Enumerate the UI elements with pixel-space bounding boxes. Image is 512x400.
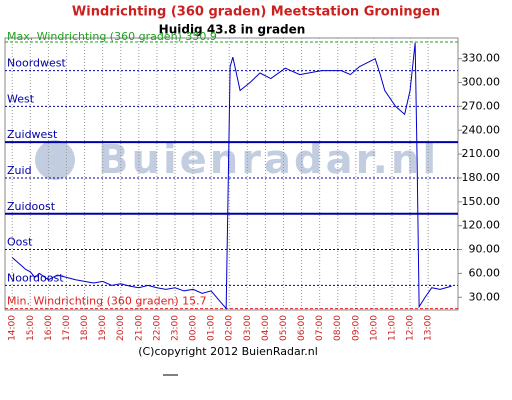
max-label: Max. Windrichting (360 graden) 350.9 — [7, 30, 217, 43]
x-tick-label: 21:00 — [134, 315, 144, 341]
y-tick-label: 270.00 — [462, 99, 501, 112]
y-tick-label: 90.00 — [469, 243, 501, 256]
x-tick-label: 09:00 — [351, 315, 361, 341]
y-tick-label: 330.00 — [462, 52, 501, 65]
x-tick-label: 22:00 — [152, 315, 162, 341]
y-tick-label: 30.00 — [469, 290, 501, 303]
direction-label: Oost — [7, 236, 33, 249]
direction-label: Zuidwest — [7, 128, 58, 141]
x-tick-label: 01:00 — [207, 315, 217, 341]
direction-label: Zuidoost — [7, 200, 56, 213]
x-tick-label: 11:00 — [387, 315, 397, 341]
y-tick-label: 180.00 — [462, 171, 501, 184]
x-tick-label: 23:00 — [170, 315, 180, 341]
direction-label: West — [7, 92, 35, 105]
x-tick-label: 06:00 — [297, 315, 307, 341]
direction-label: Zuid — [7, 164, 32, 177]
x-tick-label: 00:00 — [189, 315, 199, 341]
logo-circle — [35, 140, 75, 180]
x-tick-label: 16:00 — [44, 315, 54, 341]
y-tick-label: 150.00 — [462, 195, 501, 208]
chart-subtitle: Huidig 43.8 in graden — [159, 23, 306, 37]
chart-title: Windrichting (360 graden) Meetstation Gr… — [72, 5, 440, 20]
x-tick-label: 07:00 — [315, 315, 325, 341]
x-tick-label: 08:00 — [333, 315, 343, 341]
direction-label: Noordwest — [7, 57, 66, 70]
x-tick-label: 20:00 — [116, 315, 126, 341]
x-tick-label: 18:00 — [80, 315, 90, 341]
min-label: Min. Windrichting (360 graden) 15.7 — [7, 295, 207, 308]
plot-frame — [4, 37, 459, 311]
x-tick-label: 15:00 — [26, 315, 36, 341]
x-tick-label: 19:00 — [98, 315, 108, 341]
x-tick-label: 02:00 — [225, 315, 235, 341]
x-tick-label: 05:00 — [279, 315, 289, 341]
direction-label: Noordoost — [7, 271, 64, 284]
x-tick-label: 14:00 — [8, 315, 18, 341]
x-tick-label: 13:00 — [424, 315, 434, 341]
y-tick-label: 120.00 — [462, 219, 501, 232]
y-tick-label: 240.00 — [462, 123, 501, 136]
data-line — [11, 42, 452, 310]
y-tick-label: 210.00 — [462, 147, 501, 160]
x-tick-label: 12:00 — [406, 315, 416, 341]
x-tick-label: 03:00 — [243, 315, 253, 341]
x-tick-label: 10:00 — [369, 315, 379, 341]
copyright: (C)copyright 2012 BuienRadar.nl — [138, 345, 318, 358]
watermark-logo — [35, 140, 75, 180]
y-tick-label: 300.00 — [462, 76, 501, 89]
x-tick-label: 04:00 — [261, 315, 271, 341]
x-tick-label: 17:00 — [62, 315, 72, 341]
watermark: Buienradar.nl — [98, 137, 439, 183]
y-tick-label: 60.00 — [469, 266, 501, 279]
